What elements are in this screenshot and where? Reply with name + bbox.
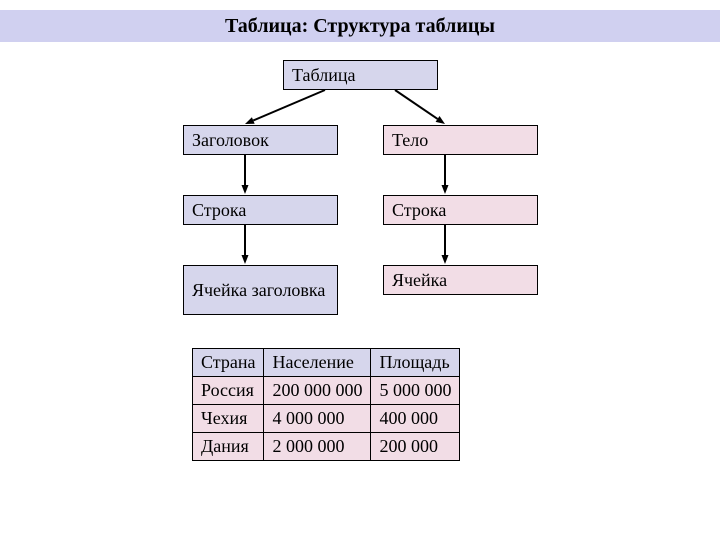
table-header-row: Страна Население Площадь xyxy=(193,349,460,377)
cell: Россия xyxy=(193,377,264,405)
node-root-label: Таблица xyxy=(292,65,355,86)
cell: 5 000 000 xyxy=(371,377,460,405)
example-table: Страна Население Площадь Россия 200 000 … xyxy=(192,348,460,461)
node-left2-label: Строка xyxy=(192,200,246,221)
node-right3: Ячейка xyxy=(383,265,538,295)
cell: 200 000 000 xyxy=(264,377,371,405)
cell: 400 000 xyxy=(371,405,460,433)
node-right2-label: Строка xyxy=(392,200,446,221)
cell: 4 000 000 xyxy=(264,405,371,433)
node-right3-label: Ячейка xyxy=(392,270,447,291)
node-root: Таблица xyxy=(283,60,438,90)
cell: Дания xyxy=(193,433,264,461)
slide-title: Таблица: Структура таблицы xyxy=(0,10,720,42)
node-left3-label: Ячейка заголовка xyxy=(192,280,325,301)
node-left3: Ячейка заголовка xyxy=(183,265,338,315)
cell: 2 000 000 xyxy=(264,433,371,461)
col-2: Площадь xyxy=(371,349,460,377)
table-row: Россия 200 000 000 5 000 000 xyxy=(193,377,460,405)
col-0: Страна xyxy=(193,349,264,377)
col-1: Население xyxy=(264,349,371,377)
node-right1: Тело xyxy=(383,125,538,155)
slide: Таблица: Структура таблицы Таблица Загол… xyxy=(0,0,720,540)
cell: Чехия xyxy=(193,405,264,433)
cell: 200 000 xyxy=(371,433,460,461)
table-row: Дания 2 000 000 200 000 xyxy=(193,433,460,461)
example-table-body: Россия 200 000 000 5 000 000 Чехия 4 000… xyxy=(193,377,460,461)
node-left2: Строка xyxy=(183,195,338,225)
node-right2: Строка xyxy=(383,195,538,225)
example-table-head: Страна Население Площадь xyxy=(193,349,460,377)
node-left1: Заголовок xyxy=(183,125,338,155)
node-right1-label: Тело xyxy=(392,130,428,151)
node-left1-label: Заголовок xyxy=(192,130,269,151)
table-row: Чехия 4 000 000 400 000 xyxy=(193,405,460,433)
